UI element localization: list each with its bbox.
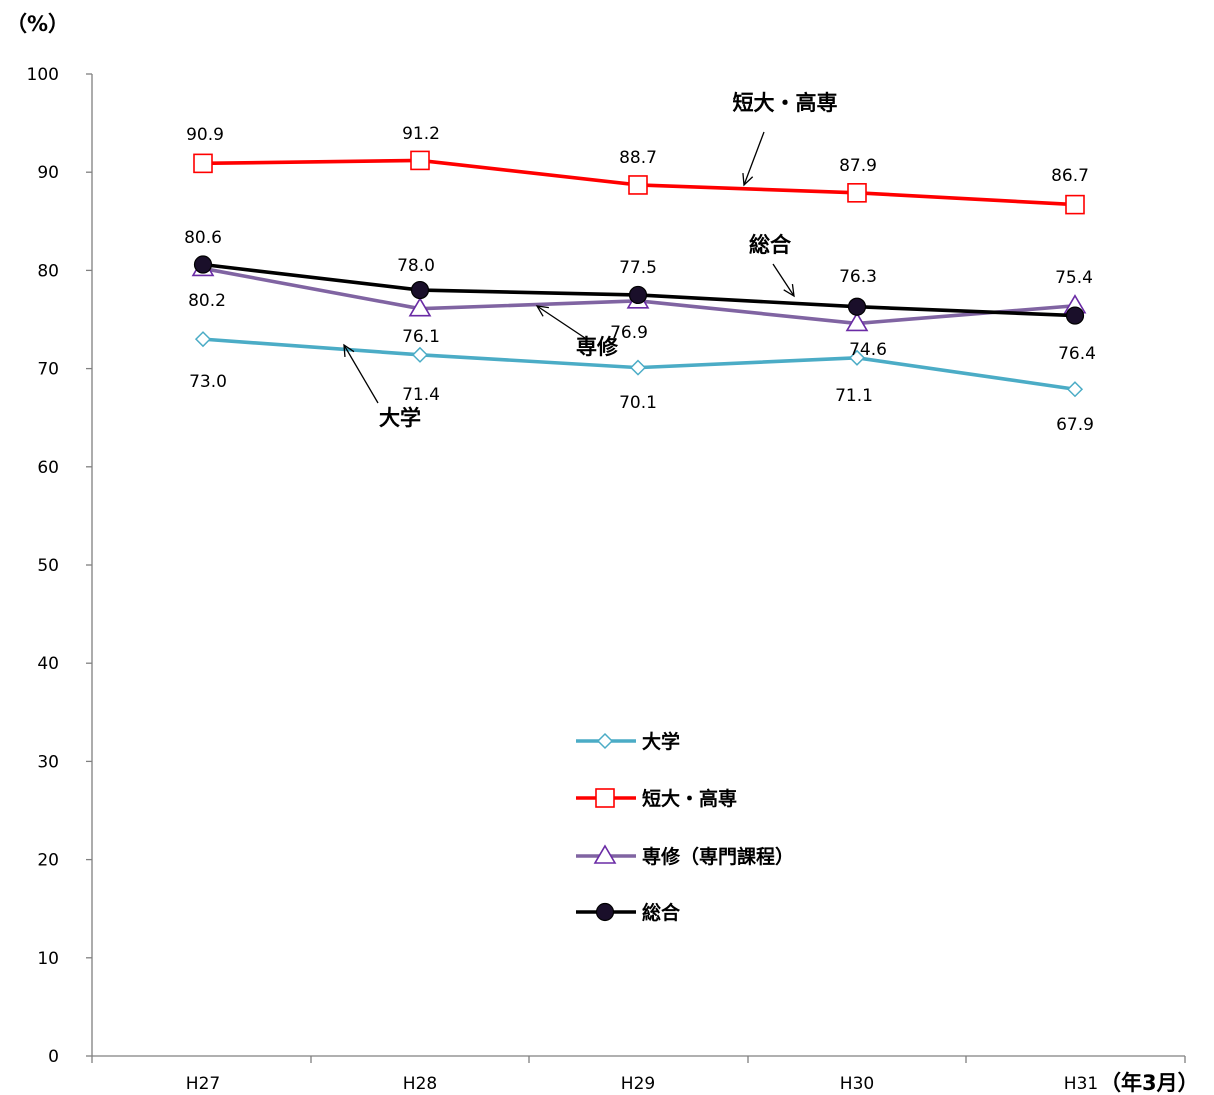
data-point	[1065, 306, 1085, 325]
data-label: 76.1	[402, 327, 440, 347]
y-tick-label: 70	[37, 360, 59, 380]
y-tick-label: 100	[27, 65, 59, 85]
data-point	[593, 844, 617, 864]
series-square	[193, 150, 1085, 215]
legend-label: 大学	[642, 730, 680, 753]
legend-item: 短大・高専	[576, 787, 737, 810]
data-labels: 73.0 71.4 70.1 71.1 67.9 90.9 91.2 88.7 87.9 86.7…	[184, 124, 1096, 435]
data-point	[848, 349, 866, 366]
callout-arrow-line	[536, 305, 586, 339]
data-label: 71.4	[402, 385, 440, 405]
data-label: 71.1	[835, 386, 873, 406]
callout-arrow-head	[783, 284, 795, 298]
y-tick-label: 20	[37, 851, 59, 871]
y-tick-label: 10	[37, 949, 59, 969]
y-tick-label: 30	[37, 752, 59, 772]
x-unit-label: （年3月）	[1100, 1071, 1199, 1095]
series-circle	[193, 255, 1085, 325]
legend-item: 専修（専門課程）	[576, 844, 794, 868]
x-tick-label: H31	[1064, 1074, 1098, 1094]
data-point	[410, 280, 430, 300]
series-layer	[191, 150, 1087, 398]
data-point	[629, 359, 647, 376]
data-point	[193, 255, 213, 274]
data-label: 67.9	[1056, 415, 1094, 435]
data-label: 75.4	[1055, 268, 1093, 288]
data-point	[595, 902, 615, 922]
data-label: 87.9	[839, 156, 877, 176]
data-label: 73.0	[189, 372, 227, 392]
series-callout-label: 短大・高専	[733, 91, 838, 115]
data-point	[410, 150, 430, 171]
legend-item: 大学	[576, 730, 680, 753]
data-point	[596, 732, 614, 750]
y-tick-label: 50	[37, 556, 59, 576]
data-label: 91.2	[402, 124, 440, 144]
data-label: 86.7	[1051, 166, 1089, 186]
series-callout-label: 総合	[749, 233, 792, 257]
data-label: 76.9	[610, 323, 648, 343]
data-point	[628, 175, 648, 195]
data-label: 80.2	[188, 291, 226, 311]
series-callout-label: 大学	[379, 406, 421, 430]
data-point	[408, 297, 432, 317]
data-point	[847, 183, 867, 203]
y-tick-label: 0	[48, 1047, 59, 1067]
legend-item: 総合	[576, 901, 681, 924]
series-diamond	[194, 331, 1084, 398]
data-label: 78.0	[397, 256, 435, 276]
data-label: 76.3	[839, 267, 877, 287]
data-label: 80.6	[184, 228, 222, 248]
callout-arrow-head	[535, 305, 549, 317]
y-tick-label: 80	[37, 261, 59, 281]
axes: 0 10 20 30 40 50 60 70 80 90 100 H27 H28 H29 H30 H31	[27, 65, 1186, 1094]
legend-label: 短大・高専	[642, 787, 737, 810]
callout-arrow-line	[743, 131, 765, 186]
series-callout-label: 専修	[576, 335, 619, 359]
callout-arrow-head	[343, 343, 355, 358]
data-point	[595, 788, 615, 808]
y-unit-label: （%）	[6, 12, 69, 36]
data-label: 74.6	[849, 340, 887, 360]
data-label: 88.7	[619, 148, 657, 168]
callout-arrow-line	[343, 344, 379, 404]
data-point	[845, 311, 869, 332]
data-point	[847, 297, 867, 316]
data-label: 76.4	[1058, 344, 1096, 364]
legend-label: 専修（専門課程）	[642, 845, 794, 868]
x-tick-label: H28	[403, 1074, 437, 1094]
x-tick-label: H29	[621, 1074, 655, 1094]
y-tick-label: 40	[37, 654, 59, 674]
data-point	[194, 331, 212, 348]
data-point	[193, 153, 213, 174]
y-tick-label: 90	[37, 163, 59, 183]
callout-arrow-head	[742, 172, 754, 187]
callout-arrow-line	[772, 263, 795, 297]
x-tick-label: H27	[186, 1074, 220, 1094]
data-label: 70.1	[619, 393, 657, 413]
data-point	[628, 285, 648, 305]
y-tick-label: 60	[37, 458, 59, 478]
x-tick-label: H30	[840, 1074, 874, 1094]
data-point	[411, 346, 429, 363]
data-point	[1066, 381, 1084, 398]
data-label: 77.5	[619, 258, 657, 278]
data-label: 90.9	[186, 125, 224, 145]
legend-label: 総合	[642, 901, 681, 924]
data-point	[1065, 194, 1085, 215]
